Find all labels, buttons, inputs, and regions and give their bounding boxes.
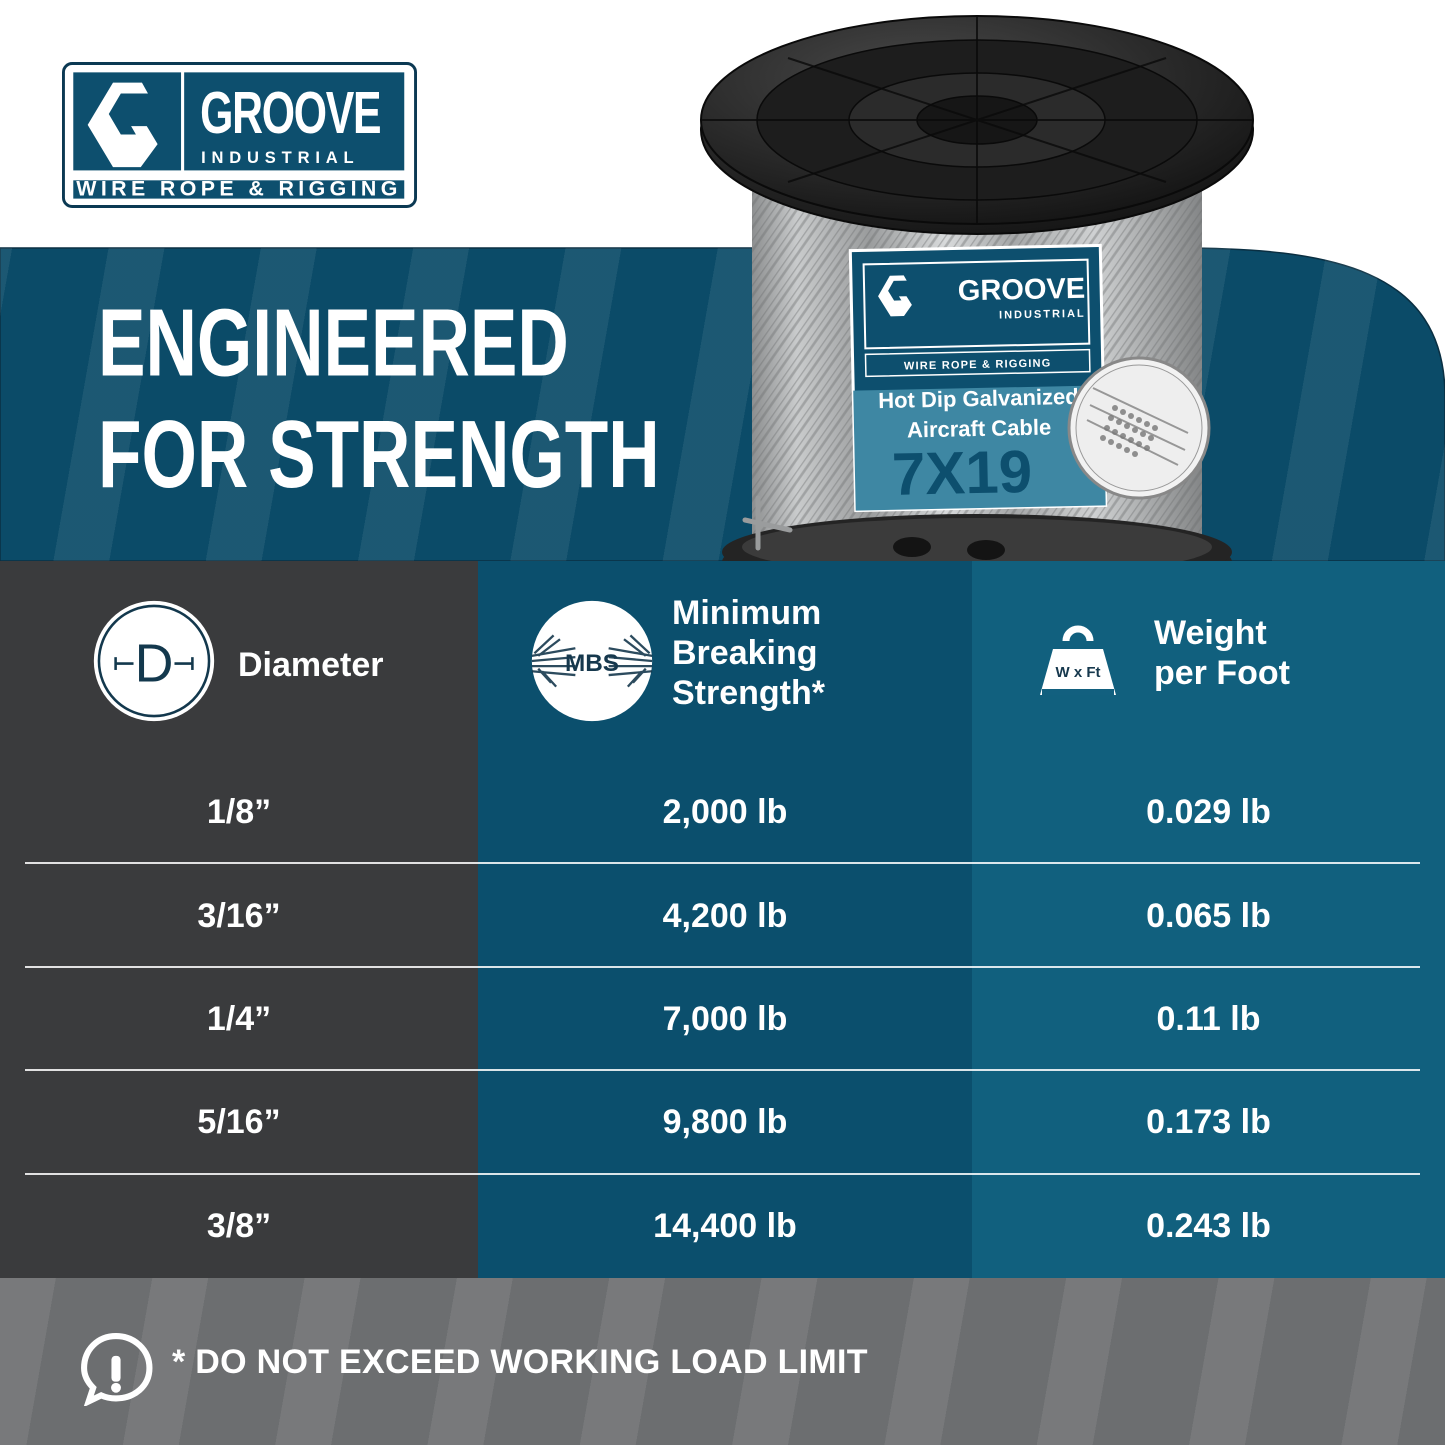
- svg-text:INDUSTRIAL: INDUSTRIAL: [201, 148, 359, 167]
- svg-text:GROOVE: GROOVE: [958, 273, 1086, 308]
- svg-text:W x Ft: W x Ft: [1056, 664, 1101, 681]
- svg-text:INDUSTRIAL: INDUSTRIAL: [999, 308, 1086, 322]
- svg-text:GROOVE: GROOVE: [200, 79, 380, 146]
- svg-text:MBS: MBS: [565, 650, 619, 677]
- svg-text:7X19: 7X19: [891, 438, 1033, 508]
- svg-text:D: D: [135, 633, 174, 693]
- svg-text:WIRE ROPE & RIGGING: WIRE ROPE & RIGGING: [76, 176, 401, 200]
- svg-text:Hot Dip Galvanized: Hot Dip Galvanized: [878, 384, 1079, 413]
